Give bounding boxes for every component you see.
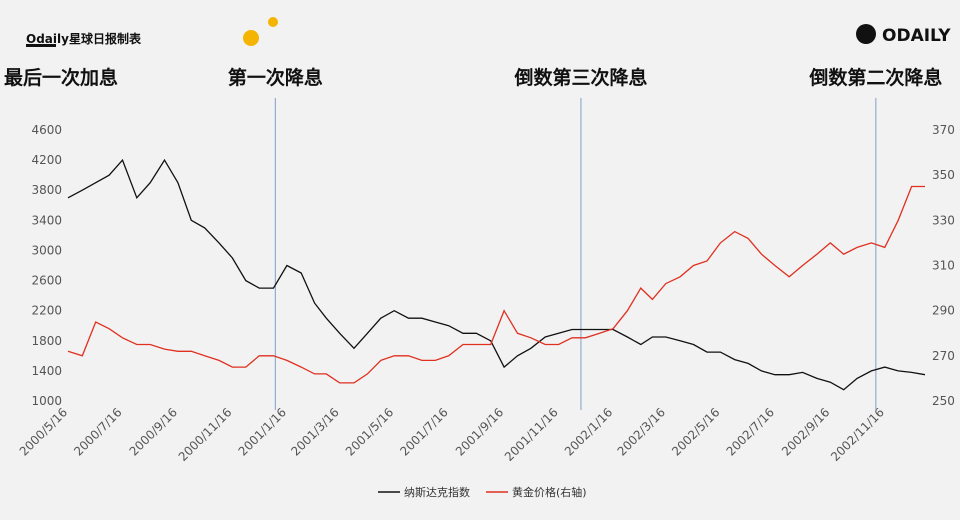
logo-dot <box>243 30 259 46</box>
series-line <box>67 158 926 391</box>
y-tick-label: 2200 <box>31 304 62 318</box>
y-tick-label: 4600 <box>31 123 62 137</box>
y-tick-label: 1800 <box>31 334 62 348</box>
logo-icon <box>856 24 876 44</box>
y2-tick-label: 270 <box>932 349 955 363</box>
y-tick-label: 2600 <box>31 274 62 288</box>
legend-label: 纳斯达克指数 <box>404 485 470 499</box>
y-tick-label: 1000 <box>31 394 62 408</box>
y-tick-label: 3800 <box>31 183 62 197</box>
legend-label: 黄金价格(右轴) <box>512 485 587 499</box>
y2-tick-label: 370 <box>932 123 955 137</box>
annotation: 最后一次加息 <box>4 66 118 89</box>
y-tick-label: 1400 <box>31 364 62 378</box>
y2-tick-label: 290 <box>932 304 955 318</box>
brand: Odaily星球日报制表 <box>26 31 142 46</box>
annotation: 倒数第二次降息 <box>808 66 942 89</box>
y2-tick-label: 330 <box>932 213 955 227</box>
y2-tick-label: 250 <box>932 394 955 408</box>
y2-tick-label: 350 <box>932 168 955 182</box>
logo: ODAILY <box>882 26 951 46</box>
y-tick-label: 3400 <box>31 213 62 227</box>
y-tick-label: 4200 <box>31 153 62 167</box>
y2-tick-label: 310 <box>932 259 955 273</box>
series-line <box>67 185 925 384</box>
annotation: 倒数第三次降息 <box>513 66 647 89</box>
logo-dot <box>268 17 278 27</box>
y-tick-label: 3000 <box>31 243 62 257</box>
logo-bar <box>26 44 56 47</box>
annotation: 第一次降息 <box>228 66 323 89</box>
